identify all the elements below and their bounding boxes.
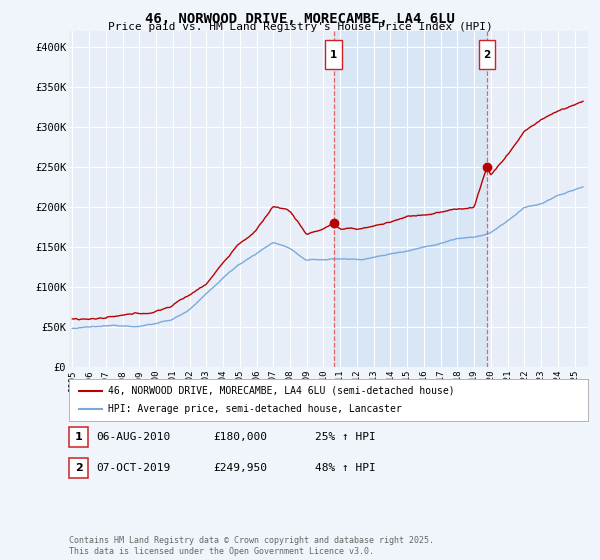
Text: 2: 2 [75, 463, 82, 473]
Text: £249,950: £249,950 [213, 463, 267, 473]
FancyBboxPatch shape [325, 40, 342, 69]
Text: 48% ↑ HPI: 48% ↑ HPI [315, 463, 376, 473]
Text: Contains HM Land Registry data © Crown copyright and database right 2025.
This d: Contains HM Land Registry data © Crown c… [69, 536, 434, 556]
Text: 2: 2 [484, 50, 491, 60]
Text: 25% ↑ HPI: 25% ↑ HPI [315, 432, 376, 442]
FancyBboxPatch shape [479, 40, 496, 69]
Text: 1: 1 [330, 50, 337, 60]
Text: 46, NORWOOD DRIVE, MORECAMBE, LA4 6LU (semi-detached house): 46, NORWOOD DRIVE, MORECAMBE, LA4 6LU (s… [108, 386, 455, 396]
Text: Price paid vs. HM Land Registry's House Price Index (HPI): Price paid vs. HM Land Registry's House … [107, 22, 493, 32]
Text: HPI: Average price, semi-detached house, Lancaster: HPI: Average price, semi-detached house,… [108, 404, 401, 414]
Bar [334, 31, 487, 367]
Text: 1: 1 [75, 432, 82, 442]
Text: £180,000: £180,000 [213, 432, 267, 442]
Text: 06-AUG-2010: 06-AUG-2010 [96, 432, 170, 442]
Text: 07-OCT-2019: 07-OCT-2019 [96, 463, 170, 473]
Text: 46, NORWOOD DRIVE, MORECAMBE, LA4 6LU: 46, NORWOOD DRIVE, MORECAMBE, LA4 6LU [145, 12, 455, 26]
